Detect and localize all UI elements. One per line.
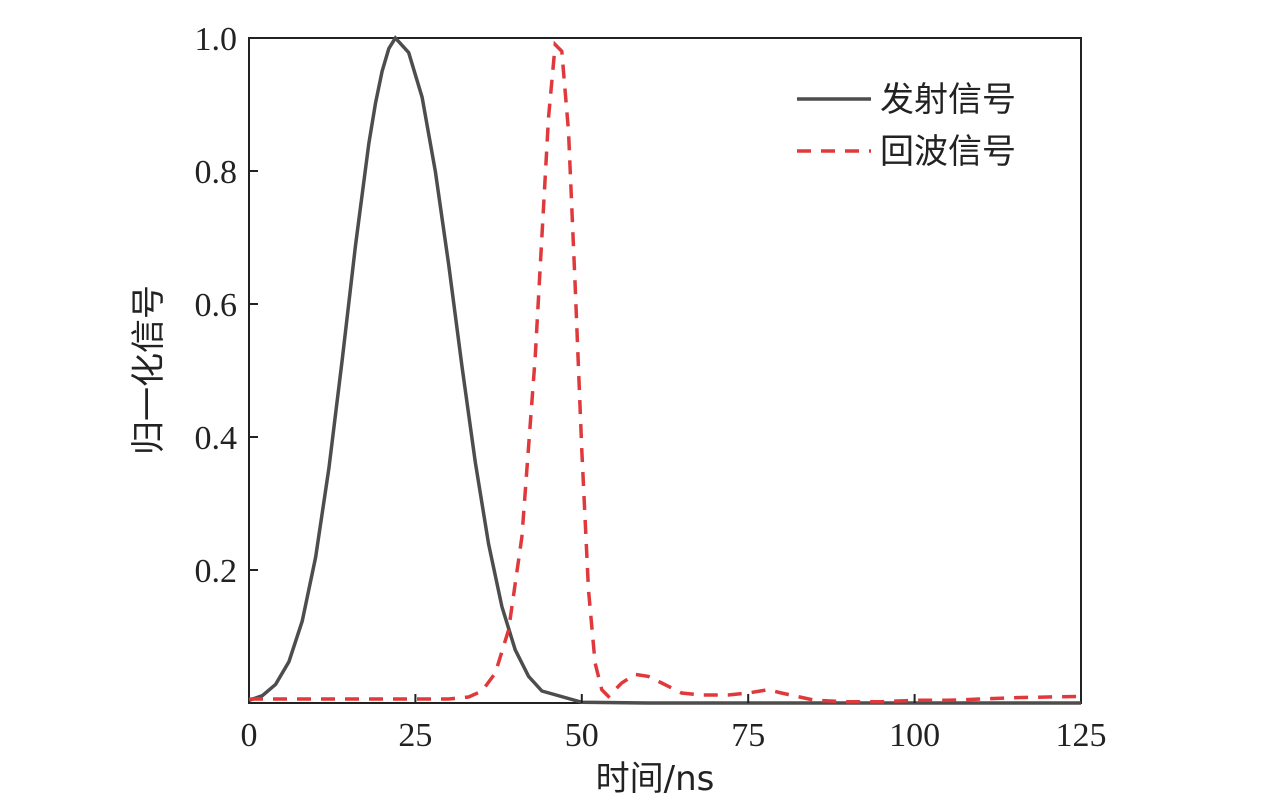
legend: 发射信号 回波信号: [797, 80, 1016, 172]
x-tick-label: 125: [1056, 717, 1107, 754]
x-axis-ticks: 0 25 50 75 100 125: [241, 694, 1107, 754]
x-axis-title: 时间/ns: [596, 759, 715, 799]
x-tick-label: 25: [398, 717, 432, 754]
x-tick-label: 50: [565, 717, 599, 754]
legend-label-echo: 回波信号: [880, 132, 1016, 172]
y-tick-label: 0.6: [195, 287, 238, 324]
legend-label-emit: 发射信号: [880, 80, 1016, 120]
y-axis-title: 归一化信号: [129, 285, 169, 455]
y-tick-label: 0.4: [195, 420, 238, 457]
y-tick-label: 0.8: [195, 154, 238, 191]
series-line-echo: [249, 40, 1082, 704]
y-tick-label: 0.2: [195, 553, 238, 590]
x-tick-label: 100: [889, 717, 940, 754]
y-tick-label: 1.0: [195, 21, 238, 58]
x-tick-label: 0: [241, 717, 258, 754]
y-axis-ticks: 0.2 0.4 0.6 0.8 1.0: [195, 21, 258, 590]
x-tick-label: 75: [731, 717, 765, 754]
series-line-emit: [248, 35, 1081, 705]
